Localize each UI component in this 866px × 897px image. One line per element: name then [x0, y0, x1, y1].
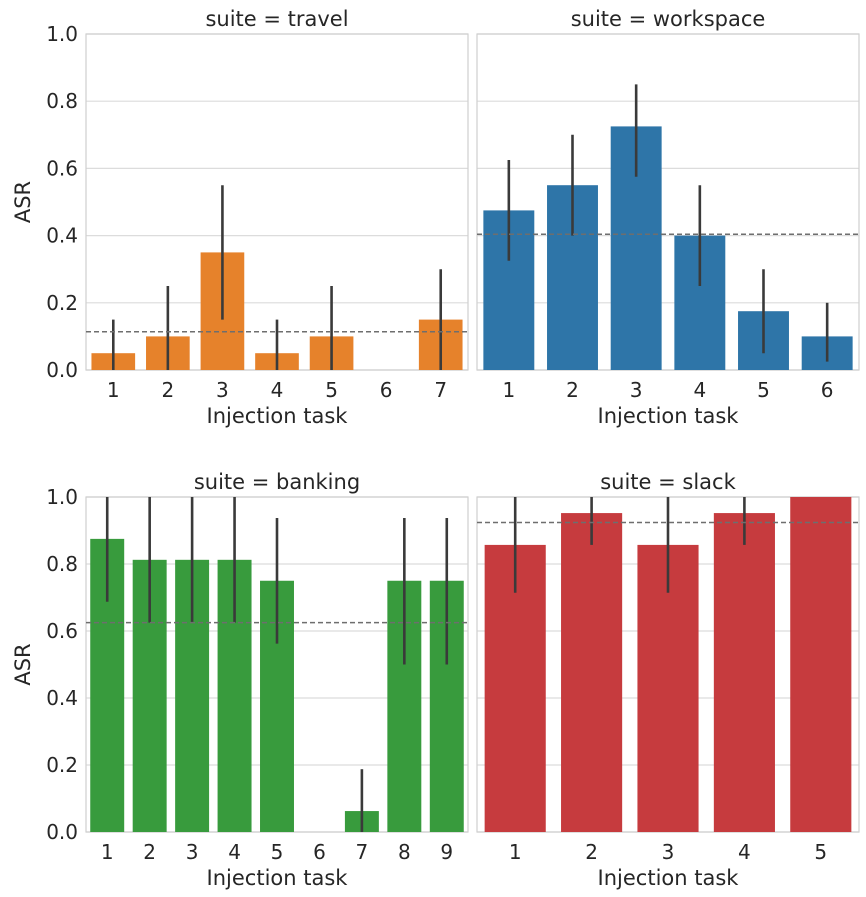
- x-tick-label: 3: [186, 840, 199, 864]
- x-tick-label: 9: [440, 840, 453, 864]
- panel-slack: 1 2 3 4 5 suite = slack Injection task: [476, 470, 860, 890]
- x-tick-label: 2: [161, 378, 174, 402]
- y-tick-label: 0.0: [46, 820, 78, 844]
- x-tick-label: 1: [509, 840, 522, 864]
- x-tick-label: 7: [356, 840, 369, 864]
- x-axis-label: Injection task: [207, 404, 349, 428]
- panel-banking: 0.0 0.2 0.4 0.6 0.8 1.0 1 2 3 4 5 6 7 8 9 suite = banki…: [11, 470, 469, 890]
- x-axis-label: Injection task: [598, 866, 740, 890]
- plot-frame: [476, 33, 860, 371]
- x-axis-label: Injection task: [207, 866, 349, 890]
- y-tick-label: 0.6: [46, 156, 78, 180]
- y-tick-label: 0.6: [46, 619, 78, 643]
- bar: [713, 513, 775, 832]
- x-tick-label: 4: [228, 840, 241, 864]
- x-tick-label: 4: [738, 840, 751, 864]
- x-tick-label: 6: [313, 840, 326, 864]
- x-tick-label: 5: [757, 378, 770, 402]
- x-tick-label: 6: [821, 378, 834, 402]
- y-tick-label: 0.0: [46, 358, 78, 382]
- bar: [790, 497, 852, 832]
- x-tick-label: 4: [693, 378, 706, 402]
- panel-travel: 0.0 0.2 0.4 0.6 0.8 1.0 1 2 3 4 5 6 7 suite = travel I…: [11, 7, 469, 428]
- y-tick-label: 0.4: [46, 224, 78, 248]
- x-tick-label: 5: [271, 840, 284, 864]
- y-tick-label: 0.2: [46, 291, 78, 315]
- x-tick-label: 3: [216, 378, 229, 402]
- y-tick-label: 0.8: [46, 89, 78, 113]
- x-tick-label: 1: [502, 378, 515, 402]
- x-tick-label: 2: [585, 840, 598, 864]
- y-tick-label: 0.4: [46, 686, 78, 710]
- x-axis-label: Injection task: [598, 404, 740, 428]
- x-tick-label: 5: [325, 378, 338, 402]
- y-tick-label: 1.0: [46, 22, 78, 46]
- x-tick-label: 8: [398, 840, 411, 864]
- panel-title: suite = banking: [194, 470, 360, 494]
- x-tick-label: 2: [566, 378, 579, 402]
- x-tick-label: 3: [662, 840, 675, 864]
- x-tick-label: 4: [271, 378, 284, 402]
- panel-title: suite = slack: [600, 470, 736, 494]
- y-axis-label: ASR: [11, 643, 35, 685]
- y-axis-label: ASR: [11, 181, 35, 223]
- x-tick-label: 6: [380, 378, 393, 402]
- y-tick-label: 1.0: [46, 485, 78, 509]
- x-tick-label: 3: [630, 378, 643, 402]
- x-tick-label: 1: [107, 378, 120, 402]
- y-tick-label: 0.8: [46, 552, 78, 576]
- bar: [561, 513, 623, 832]
- y-tick-label: 0.2: [46, 753, 78, 777]
- panel-title: suite = travel: [205, 7, 348, 31]
- x-tick-label: 5: [814, 840, 827, 864]
- x-tick-label: 2: [143, 840, 156, 864]
- x-tick-label: 7: [434, 378, 447, 402]
- panel-title: suite = workspace: [571, 7, 766, 31]
- panel-workspace: 1 2 3 4 5 6 suite = workspace Injection task: [476, 7, 860, 428]
- x-tick-label: 1: [101, 840, 114, 864]
